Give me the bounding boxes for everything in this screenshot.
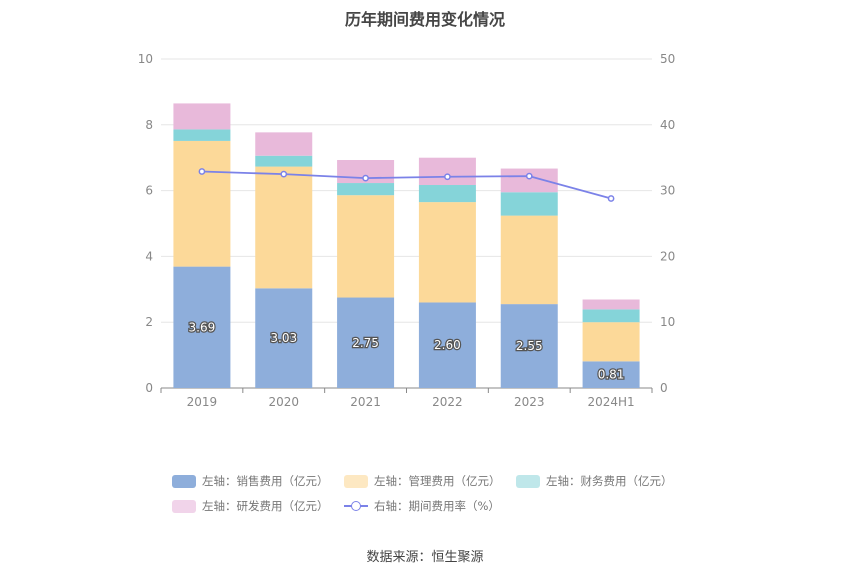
legend-item-rate[interactable]: 右轴：期间费用率（%） [344,498,500,514]
y-left-tick-label: 0 [145,381,153,395]
bar-segment [173,266,231,388]
legend-swatch-admin [344,474,368,488]
bar-segment [418,157,476,186]
bar-value-label: 0.81 [598,368,625,382]
rate-point [280,170,288,178]
y-left-tick-label: 4 [145,249,153,263]
rate-point [607,195,615,202]
legend-swatch-finance [516,474,540,488]
bar-segment [418,185,476,203]
bar-segment [255,132,313,156]
x-tick-label: 2022 [432,395,463,409]
rate-point [198,168,206,175]
y-left-tick-label: 2 [145,315,153,329]
x-tick-label: 2021 [350,395,381,409]
y-right-tick-label: 40 [660,118,675,132]
legend-item-admin[interactable]: 左轴：管理费用（亿元） [344,473,501,489]
y-left-tick-label: 6 [145,184,153,198]
bar-segment [337,297,395,388]
legend-swatch-rate [344,499,368,513]
x-tick-label: 2019 [187,395,218,409]
x-tick-label: 2023 [514,395,545,409]
bar-segment [500,215,558,305]
rate-line [198,168,615,202]
y-right-tick-label: 20 [660,249,675,263]
y-left-tick-label: 8 [145,118,153,132]
bar-segment [173,140,231,267]
legend-swatch-sales [172,474,196,488]
data-labels: 3.69 3.03 2.75 2.60 2.55 0.81 [187,319,625,383]
y-right-tick-label: 50 [660,52,675,66]
legend-item-sales[interactable]: 左轴：销售费用（亿元） [172,473,329,489]
rate-line-path [201,170,612,200]
y-left-tick-label: 10 [138,52,153,66]
x-tick-label: 2024H1 [587,395,634,409]
legend-label-sales: 左轴：销售费用（亿元） [202,474,329,488]
bar-value-label: 2.60 [434,338,461,352]
bar-segment [500,168,558,193]
rate-point [444,173,451,181]
bar-value-label: 2.55 [516,339,543,353]
bar-segment [173,129,231,141]
bar-value-label: 3.69 [189,320,216,334]
legend-label-rd: 左轴：研发费用（亿元） [202,499,329,513]
rate-point [362,174,369,182]
legend-label-rate: 右轴：期间费用率（%） [374,499,500,513]
bar-segment [500,192,558,216]
bars [173,103,640,388]
bar-segment [337,195,395,298]
y-right-tick-label: 10 [660,315,675,329]
bar-segment [582,322,640,362]
y-right-tick-label: 0 [660,381,668,395]
bar-segment [173,103,231,130]
bar-segment [582,361,640,388]
bar-segment [418,302,476,388]
bar-segment [500,304,558,388]
y-right-tick-label: 30 [660,184,675,198]
rate-point [525,172,533,180]
axes: 0 2 4 6 8 10 0 10 20 30 40 50 2019 2020 2021 2022 2023 20… [138,52,676,409]
bar-segment [418,202,476,303]
bar-segment [255,166,313,289]
bar-value-label: 3.03 [270,331,297,345]
legend-swatch-rd [172,499,196,513]
bar-value-label: 2.75 [352,336,379,350]
bar-segment [255,288,313,388]
legend-item-finance[interactable]: 左轴：财务费用（亿元） [516,473,673,489]
bar-segment [255,155,313,167]
chart-title: 历年期间费用变化情况 [344,10,505,29]
bar-segment [337,183,395,196]
legend-label-finance: 左轴：财务费用（亿元） [546,474,673,488]
bar-segment [582,299,640,310]
x-tick-label: 2020 [268,395,299,409]
bar-segment [582,309,640,323]
legend-label-admin: 左轴：管理费用（亿元） [374,474,501,488]
source-note: 数据来源：恒生聚源 [366,550,484,565]
gridlines [161,58,652,323]
legend-item-rd[interactable]: 左轴：研发费用（亿元） [172,498,329,514]
